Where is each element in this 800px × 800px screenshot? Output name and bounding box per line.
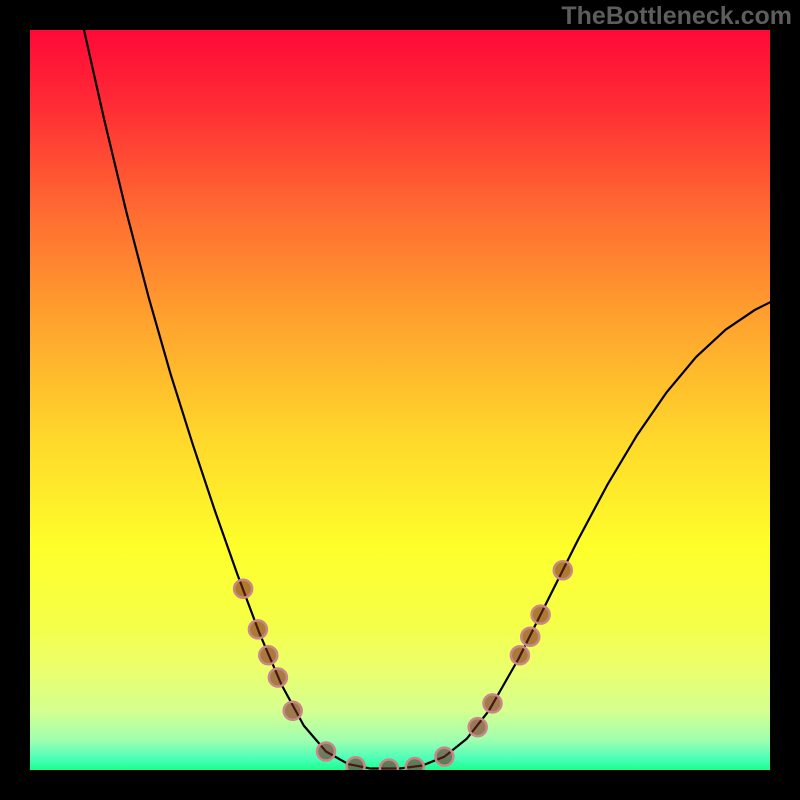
data-marker	[484, 694, 502, 712]
data-marker	[521, 628, 539, 646]
data-marker	[234, 580, 252, 598]
plot-svg	[30, 30, 770, 770]
data-marker	[435, 748, 453, 766]
plot-area	[30, 30, 770, 770]
data-marker	[511, 646, 529, 664]
gradient-background	[30, 30, 770, 770]
data-marker	[554, 561, 572, 579]
data-marker	[284, 702, 302, 720]
data-marker	[317, 743, 335, 761]
data-marker	[380, 760, 398, 770]
chart-container: TheBottleneck.com	[0, 0, 800, 800]
data-marker	[249, 620, 267, 638]
data-marker	[406, 758, 424, 770]
data-marker	[269, 669, 287, 687]
data-marker	[347, 757, 365, 770]
data-marker	[532, 606, 550, 624]
data-marker	[469, 718, 487, 736]
data-marker	[259, 646, 277, 664]
watermark-text: TheBottleneck.com	[561, 2, 792, 31]
